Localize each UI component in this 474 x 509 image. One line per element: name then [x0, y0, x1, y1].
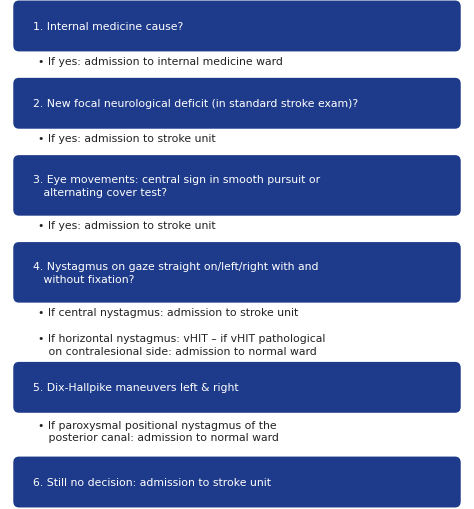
- Text: • If horizontal nystagmus: vHIT – if vHIT pathological
   on contralesional side: • If horizontal nystagmus: vHIT – if vHI…: [38, 333, 325, 356]
- FancyBboxPatch shape: [13, 2, 461, 52]
- Text: 1. Internal medicine cause?: 1. Internal medicine cause?: [33, 22, 183, 32]
- Text: 4. Nystagmus on gaze straight on/left/right with and
   without fixation?: 4. Nystagmus on gaze straight on/left/ri…: [33, 262, 319, 284]
- FancyBboxPatch shape: [13, 362, 461, 413]
- FancyBboxPatch shape: [13, 243, 461, 303]
- Text: • If paroxysmal positional nystagmus of the
   posterior canal: admission to nor: • If paroxysmal positional nystagmus of …: [38, 420, 279, 442]
- FancyBboxPatch shape: [13, 156, 461, 216]
- Text: • If central nystagmus: admission to stroke unit: • If central nystagmus: admission to str…: [38, 308, 298, 318]
- Text: • If yes: admission to internal medicine ward: • If yes: admission to internal medicine…: [38, 56, 283, 67]
- FancyBboxPatch shape: [13, 457, 461, 507]
- Text: 5. Dix-Hallpike maneuvers left & right: 5. Dix-Hallpike maneuvers left & right: [33, 383, 239, 392]
- Text: 3. Eye movements: central sign in smooth pursuit or
   alternating cover test?: 3. Eye movements: central sign in smooth…: [33, 175, 320, 197]
- Text: • If yes: admission to stroke unit: • If yes: admission to stroke unit: [38, 220, 216, 231]
- Text: 2. New focal neurological deficit (in standard stroke exam)?: 2. New focal neurological deficit (in st…: [33, 99, 358, 109]
- Text: 6. Still no decision: admission to stroke unit: 6. Still no decision: admission to strok…: [33, 477, 271, 487]
- Text: • If yes: admission to stroke unit: • If yes: admission to stroke unit: [38, 134, 216, 144]
- FancyBboxPatch shape: [13, 79, 461, 129]
